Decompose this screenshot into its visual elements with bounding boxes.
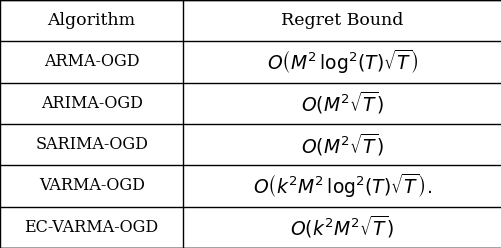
Text: ARIMA-OGD: ARIMA-OGD <box>41 95 142 112</box>
Text: Regret Bound: Regret Bound <box>281 12 403 29</box>
Text: ARMA-OGD: ARMA-OGD <box>44 54 139 70</box>
Text: VARMA-OGD: VARMA-OGD <box>39 178 144 194</box>
Text: $O\left(M^2\sqrt{T}\right)$: $O\left(M^2\sqrt{T}\right)$ <box>301 132 383 158</box>
Text: $O\left(M^2\sqrt{T}\right)$: $O\left(M^2\sqrt{T}\right)$ <box>301 90 383 116</box>
Text: $O\left(k^2M^2\sqrt{T}\right)$: $O\left(k^2M^2\sqrt{T}\right)$ <box>290 214 394 240</box>
Text: EC-VARMA-OGD: EC-VARMA-OGD <box>25 219 158 236</box>
Text: $O\left(M^2\,\mathrm{log}^2(T)\sqrt{T}\right)$: $O\left(M^2\,\mathrm{log}^2(T)\sqrt{T}\r… <box>267 48 417 76</box>
Text: SARIMA-OGD: SARIMA-OGD <box>35 136 148 153</box>
Text: $O\left(k^2M^2\,\mathrm{log}^2(T)\sqrt{T}\right).$: $O\left(k^2M^2\,\mathrm{log}^2(T)\sqrt{T… <box>253 172 431 200</box>
Text: Algorithm: Algorithm <box>48 12 135 29</box>
